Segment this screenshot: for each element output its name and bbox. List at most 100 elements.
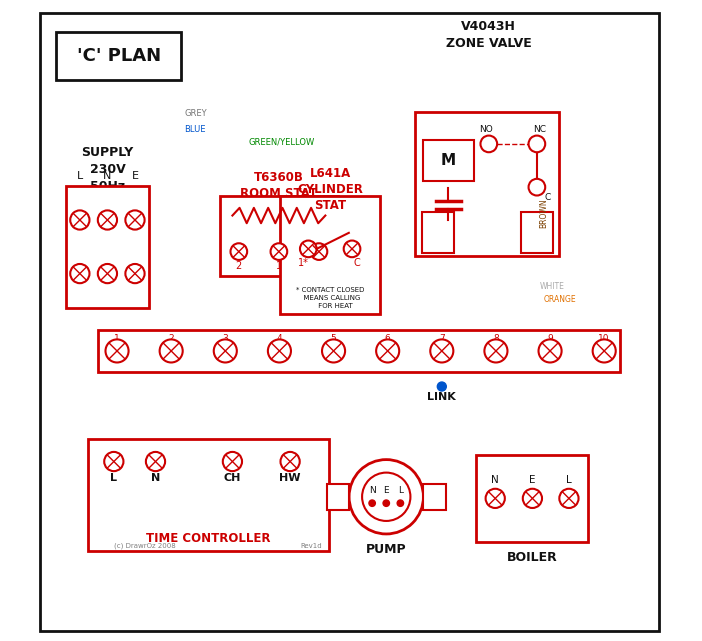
Circle shape <box>349 460 423 534</box>
Text: BOILER: BOILER <box>507 551 557 564</box>
Text: 4: 4 <box>277 334 282 343</box>
Text: (c) DrawrOz 2008: (c) DrawrOz 2008 <box>114 543 176 549</box>
Circle shape <box>430 340 453 363</box>
Text: BROWN: BROWN <box>539 198 548 228</box>
Text: 3*: 3* <box>314 261 324 271</box>
Text: * CONTACT CLOSED
  MEANS CALLING
     FOR HEAT: * CONTACT CLOSED MEANS CALLING FOR HEAT <box>296 287 364 309</box>
Circle shape <box>300 240 317 257</box>
Circle shape <box>322 340 345 363</box>
Text: SUPPLY
230V
50Hz: SUPPLY 230V 50Hz <box>81 146 133 194</box>
Text: 'C' PLAN: 'C' PLAN <box>77 47 161 65</box>
Bar <box>421 212 453 253</box>
Text: NC: NC <box>534 125 547 135</box>
Text: N: N <box>103 171 112 181</box>
Bar <box>220 196 338 276</box>
Text: 1*: 1* <box>298 258 309 268</box>
Bar <box>423 484 446 510</box>
Text: 9: 9 <box>547 334 553 343</box>
Circle shape <box>376 340 399 363</box>
Text: E: E <box>131 171 138 181</box>
Text: C: C <box>354 258 361 268</box>
Text: Rev1d: Rev1d <box>300 543 322 549</box>
Text: C: C <box>544 193 550 202</box>
Circle shape <box>362 472 411 521</box>
Circle shape <box>105 340 128 363</box>
Circle shape <box>559 488 578 508</box>
Bar <box>88 439 329 551</box>
Bar <box>476 455 588 542</box>
Text: N: N <box>369 486 376 495</box>
Text: L: L <box>398 486 403 495</box>
Text: L641A
CYLINDER
STAT: L641A CYLINDER STAT <box>297 167 363 212</box>
Circle shape <box>480 136 497 153</box>
Bar <box>415 112 559 256</box>
Bar <box>521 212 553 253</box>
Text: N: N <box>491 476 499 485</box>
Bar <box>56 32 181 80</box>
Circle shape <box>104 452 124 471</box>
Circle shape <box>437 382 446 391</box>
Circle shape <box>213 340 237 363</box>
Bar <box>281 196 380 314</box>
Text: L: L <box>110 472 117 483</box>
Circle shape <box>98 210 117 229</box>
Circle shape <box>223 452 242 471</box>
Circle shape <box>146 452 165 471</box>
Bar <box>66 186 149 308</box>
Text: GREY: GREY <box>185 109 207 118</box>
Text: LINK: LINK <box>428 392 456 403</box>
Text: E: E <box>383 486 389 495</box>
Bar <box>98 330 621 372</box>
Text: CH: CH <box>224 472 241 483</box>
Circle shape <box>281 452 300 471</box>
Text: GREEN/YELLOW: GREEN/YELLOW <box>249 138 314 147</box>
Text: 7: 7 <box>439 334 444 343</box>
Circle shape <box>126 264 145 283</box>
Circle shape <box>523 488 542 508</box>
Circle shape <box>70 210 89 229</box>
Circle shape <box>529 179 545 196</box>
Bar <box>423 140 474 181</box>
Text: T6360B
ROOM STAT: T6360B ROOM STAT <box>240 171 317 201</box>
Circle shape <box>592 340 616 363</box>
Text: 8: 8 <box>493 334 499 343</box>
Circle shape <box>397 500 404 506</box>
Text: 3: 3 <box>223 334 228 343</box>
Circle shape <box>70 264 89 283</box>
Text: 2: 2 <box>236 261 242 271</box>
Text: BLUE: BLUE <box>185 125 206 134</box>
Text: 6: 6 <box>385 334 390 343</box>
Circle shape <box>484 340 508 363</box>
Circle shape <box>529 136 545 153</box>
Circle shape <box>344 240 360 257</box>
Circle shape <box>98 264 117 283</box>
Text: TIME CONTROLLER: TIME CONTROLLER <box>146 532 271 545</box>
Text: 1: 1 <box>276 261 282 271</box>
Circle shape <box>159 340 183 363</box>
Circle shape <box>310 244 327 260</box>
Text: N: N <box>151 472 160 483</box>
Text: 2: 2 <box>168 334 174 343</box>
Text: 5: 5 <box>331 334 336 343</box>
Circle shape <box>369 500 376 506</box>
Text: NO: NO <box>479 125 493 135</box>
Circle shape <box>268 340 291 363</box>
Circle shape <box>270 244 287 260</box>
Circle shape <box>486 488 505 508</box>
Text: 10: 10 <box>598 334 610 343</box>
Text: M: M <box>441 153 456 168</box>
Circle shape <box>383 500 390 506</box>
Circle shape <box>230 244 247 260</box>
Text: V4043H
ZONE VALVE: V4043H ZONE VALVE <box>446 21 531 50</box>
Text: L: L <box>77 171 83 181</box>
Text: PUMP: PUMP <box>366 544 406 556</box>
Bar <box>326 484 349 510</box>
Text: HW: HW <box>279 472 301 483</box>
Text: 1: 1 <box>114 334 120 343</box>
Text: ORANGE: ORANGE <box>543 295 576 304</box>
Circle shape <box>126 210 145 229</box>
Text: WHITE: WHITE <box>540 282 565 291</box>
Circle shape <box>538 340 562 363</box>
Text: E: E <box>529 476 536 485</box>
Text: L: L <box>566 476 572 485</box>
